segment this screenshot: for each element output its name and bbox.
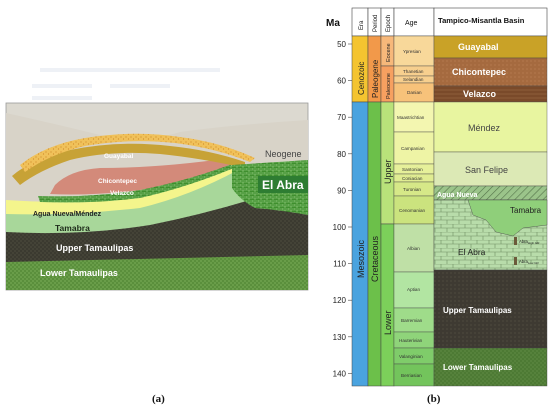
label-san-felipe-fm: San Felipe	[465, 165, 508, 175]
header-era: Era	[359, 20, 365, 30]
chicontepec-layer	[50, 158, 232, 195]
label-chicontepec: Chicontepec	[98, 178, 137, 185]
label-tamabra-fm: Tamabra	[510, 206, 542, 215]
lower-tamaulipas-layer	[6, 255, 308, 290]
header-epoch: Epoch	[386, 15, 392, 32]
ma-tick-label: 110	[333, 260, 346, 269]
label-agua-nueva-fm: Agua Nueva	[437, 192, 478, 199]
label-lower-tamaulipas-fm: Lower Tamaulipas	[443, 363, 513, 372]
formation-lower-tamaulipas	[433, 347, 548, 387]
age-aptian: Aptian	[407, 287, 420, 292]
age-santonian: Santonian	[402, 167, 423, 172]
ma-tick-label: 60	[337, 77, 346, 86]
label-tamabra: Tamabra	[55, 223, 90, 233]
label-lower-tamaulipas: Lower Tamaulipas	[40, 268, 118, 278]
ma-tick-label: 70	[337, 113, 346, 122]
el-abra-label-box	[258, 176, 308, 193]
label-agua-nueva: Agua Nueva/Méndez	[33, 211, 102, 218]
age-coniacian: Coniacian	[402, 176, 423, 181]
age-selandian: Selandian	[403, 77, 424, 82]
label-lower: Lower	[383, 310, 393, 335]
guayabal-layer	[12, 143, 245, 185]
formation-chicontepec	[433, 57, 548, 87]
ma-tick-label: 50	[337, 40, 346, 49]
header-ma: Ma	[326, 18, 340, 29]
ma-tick-label: 90	[337, 186, 346, 195]
age-albian: Albian	[407, 246, 420, 251]
age-berriasian: Berriasian	[401, 373, 422, 378]
age-maastrichtian: Maastrichtian	[397, 115, 425, 120]
label-cretaceous: Cretaceous	[370, 235, 380, 282]
formation-upper-tamaulipas	[433, 269, 548, 349]
age-danian: Danian	[407, 90, 422, 95]
label-upper-tamaulipas: Upper Tamaulipas	[56, 243, 133, 253]
label-velazco-fm: Velazco	[463, 89, 497, 99]
label-paleocene: Paleocene	[386, 73, 392, 99]
age-thanetian: Thanetian	[403, 69, 424, 74]
tamabra-layer	[6, 168, 250, 234]
header-period: Period	[373, 15, 379, 32]
age-campanian: Campanian	[401, 146, 425, 151]
caption-a: (a)	[152, 393, 165, 405]
column-headers	[351, 7, 548, 37]
label-paleogene: Paleogene	[371, 59, 380, 98]
upper-speckled-layer	[20, 133, 255, 172]
label-abra-high-gr: AbraHigh GR	[519, 239, 540, 245]
agua-nueva-layer	[6, 168, 238, 215]
velazco-layer	[38, 164, 234, 203]
label-velazco: Velazco	[110, 190, 134, 197]
formation-san-felipe	[433, 151, 548, 187]
caption-b: (b)	[427, 393, 441, 405]
age-barremian: Barremian	[401, 318, 423, 323]
abra-high-gr-marker	[514, 237, 517, 245]
label-eocene: Eocene	[386, 43, 392, 62]
age-valanginian: Valanginian	[399, 354, 423, 359]
label-el-abra-fm: El Abra	[458, 247, 486, 257]
age-ypresian: Ypresian	[403, 49, 421, 54]
stratigraphic-column: Ma Era Period Epoch Age Tampico-Misantla…	[326, 7, 548, 387]
epoch-lower	[380, 223, 395, 387]
label-neogene: Neogene	[265, 149, 302, 159]
label-cenozoic: Cenozoic	[357, 62, 366, 95]
formation-mendez	[433, 101, 548, 153]
header-basin: Tampico-Misantla Basin	[438, 16, 525, 25]
label-chicontepec-fm: Chicontepec	[452, 67, 506, 77]
ma-tick-label: 140	[333, 369, 347, 378]
ma-tick-label: 130	[333, 333, 347, 342]
abra-low-gr-marker	[514, 257, 517, 265]
ma-tick-label: 80	[337, 150, 346, 159]
formation-tamabra	[467, 199, 548, 237]
cross-section-diagram: Neogene Guayabal Chicontepec Velazco Agu…	[5, 68, 309, 291]
label-mesozoic: Mesozoic	[356, 239, 366, 278]
header-age: Age	[405, 20, 418, 27]
ma-tick-label: 100	[333, 223, 347, 232]
ma-axis: 50 60 70 80 90 100 110 120 130 140	[333, 40, 352, 378]
age-column	[393, 35, 435, 387]
age-turonian: Turonian	[403, 187, 421, 192]
label-el-abra: El Abra	[262, 178, 304, 192]
label-upper-tamaulipas-fm: Upper Tamaulipas	[443, 306, 512, 315]
label-guayabal: Guayabal	[104, 153, 133, 160]
age-cenomanian: Cenomanian	[399, 208, 425, 213]
label-mendez-fm: Méndez	[468, 123, 501, 133]
ma-tick-label: 120	[333, 296, 347, 305]
label-abra-low-gr: AbraLow GR	[519, 259, 540, 265]
age-hauterivian: Hauterivian	[399, 338, 423, 343]
label-upper: Upper	[383, 159, 393, 184]
label-guayabal-fm: Guayabal	[458, 42, 499, 52]
age-labels: Ypresian Thanetian Selandian Danian Maas…	[397, 49, 425, 378]
faded-background-text	[32, 68, 220, 100]
